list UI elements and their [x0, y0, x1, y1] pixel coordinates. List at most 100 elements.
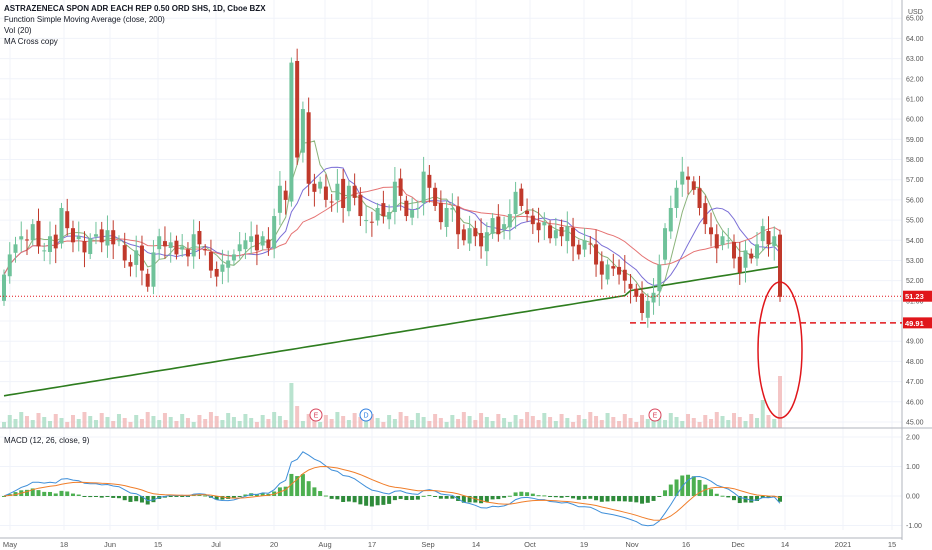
vol-legend[interactable]: Vol (20)	[4, 26, 32, 35]
candle-body	[329, 201, 334, 203]
volume-bar	[13, 419, 18, 428]
volume-bar	[657, 416, 662, 428]
macd-histogram-bar	[197, 494, 202, 496]
candle-body	[444, 207, 449, 227]
macd-histogram-bar	[203, 495, 208, 497]
target-price-tag-bg	[903, 317, 932, 329]
macd-histogram-bar	[2, 496, 6, 497]
macd-histogram-bar	[398, 496, 403, 499]
candle-body	[381, 203, 386, 217]
candle-body	[427, 174, 432, 188]
time-tick: Jun	[104, 540, 116, 549]
volume-bar	[312, 418, 317, 428]
macd-histogram-bar	[605, 496, 610, 502]
annotations: 51.23 49.91 E D E	[0, 281, 932, 422]
candle-body	[507, 214, 512, 228]
macd-histogram-bar	[611, 496, 616, 502]
macd-histogram-bar	[691, 476, 696, 496]
candle-body	[755, 244, 760, 259]
candle-body	[214, 268, 219, 277]
time-tick: Oct	[524, 540, 537, 549]
volume-bar	[346, 420, 351, 428]
macd-histogram-bar	[749, 496, 754, 503]
time-tick: 16	[682, 540, 690, 549]
macd-histogram-bar	[128, 496, 133, 502]
macd-legend[interactable]: MACD (12, 26, close, 9)	[4, 436, 90, 445]
volume-bar	[36, 413, 41, 428]
macross-legend[interactable]: MA Cross copy	[4, 37, 58, 46]
macd-histogram-bar	[726, 496, 731, 498]
last-price-tag-bg	[903, 290, 932, 302]
volume-bars	[2, 376, 782, 428]
volume-bar	[266, 419, 271, 428]
time-tick: Nov	[625, 540, 639, 549]
time-tick: 18	[60, 540, 68, 549]
macd-histogram-bar	[640, 496, 645, 504]
time-tick: Jul	[211, 540, 221, 549]
volume-bar	[571, 422, 576, 428]
volume-bar	[697, 422, 702, 428]
candle-body	[519, 188, 524, 206]
macd-histogram-bar	[525, 492, 530, 496]
macd-histogram-bar	[105, 496, 110, 497]
volume-bar	[582, 419, 587, 428]
time-tick: 14	[472, 540, 480, 549]
chart-title[interactable]: ASTRAZENECA SPON ADR EACH REP 0.50 ORD S…	[4, 4, 266, 13]
time-tick: Sep	[421, 540, 434, 549]
macd-histogram-bar	[174, 496, 179, 497]
candle-body	[617, 266, 622, 275]
candle-body	[438, 202, 443, 223]
candle-body	[59, 207, 64, 244]
volume-bar	[755, 418, 760, 428]
macd-histogram-bar	[548, 496, 553, 498]
volume-bar	[323, 415, 328, 428]
candle-body	[536, 222, 541, 231]
volume-bar	[352, 413, 357, 428]
time-tick: 20	[270, 540, 278, 549]
price-tick: 58.00	[906, 157, 924, 164]
volume-bar	[162, 413, 167, 428]
macd-histogram-bar	[686, 474, 691, 496]
candle-body	[421, 171, 426, 204]
candle-body	[70, 228, 75, 243]
candle-body	[358, 194, 363, 217]
candle-body	[375, 207, 380, 221]
volume-bar	[703, 415, 708, 428]
volume-bar	[542, 413, 547, 428]
candle-body	[312, 183, 317, 192]
candle-body	[461, 229, 466, 241]
volume-bar	[369, 414, 374, 428]
price-tick: 49.00	[906, 339, 924, 346]
macd-histogram-bar	[674, 479, 679, 496]
signal-line	[3, 465, 781, 521]
grid	[0, 0, 902, 530]
sma-legend[interactable]: Function Simple Moving Average (close, 2…	[4, 15, 165, 24]
macd-histogram-bar	[479, 496, 484, 504]
macd-histogram-bar	[295, 476, 300, 496]
candle-body	[628, 283, 633, 289]
time-tick: 19	[580, 540, 588, 549]
macd-histogram-bar	[231, 496, 236, 498]
moving-average-lines	[3, 140, 781, 397]
candle-body	[122, 245, 127, 261]
macd-histogram-bar	[645, 496, 650, 503]
volume-bar	[341, 416, 346, 428]
macd-histogram-bar	[318, 491, 323, 496]
macd-histogram-bar	[243, 494, 248, 496]
volume-bar	[260, 415, 265, 428]
volume-bar	[548, 417, 553, 428]
macd-histogram-bar	[766, 496, 771, 498]
macd-histogram-bar	[24, 489, 29, 496]
volume-bar	[415, 413, 420, 428]
candle-body	[410, 210, 415, 218]
macd-histogram-bar	[59, 490, 64, 496]
volume-bar	[277, 416, 282, 428]
candle-body	[415, 207, 420, 209]
candle-body	[42, 250, 47, 252]
volume-bar	[249, 418, 254, 428]
candle-body	[657, 264, 662, 292]
macd-histogram-bar	[134, 496, 139, 502]
macd-histogram-bar	[553, 496, 558, 498]
candle-body	[450, 207, 455, 210]
